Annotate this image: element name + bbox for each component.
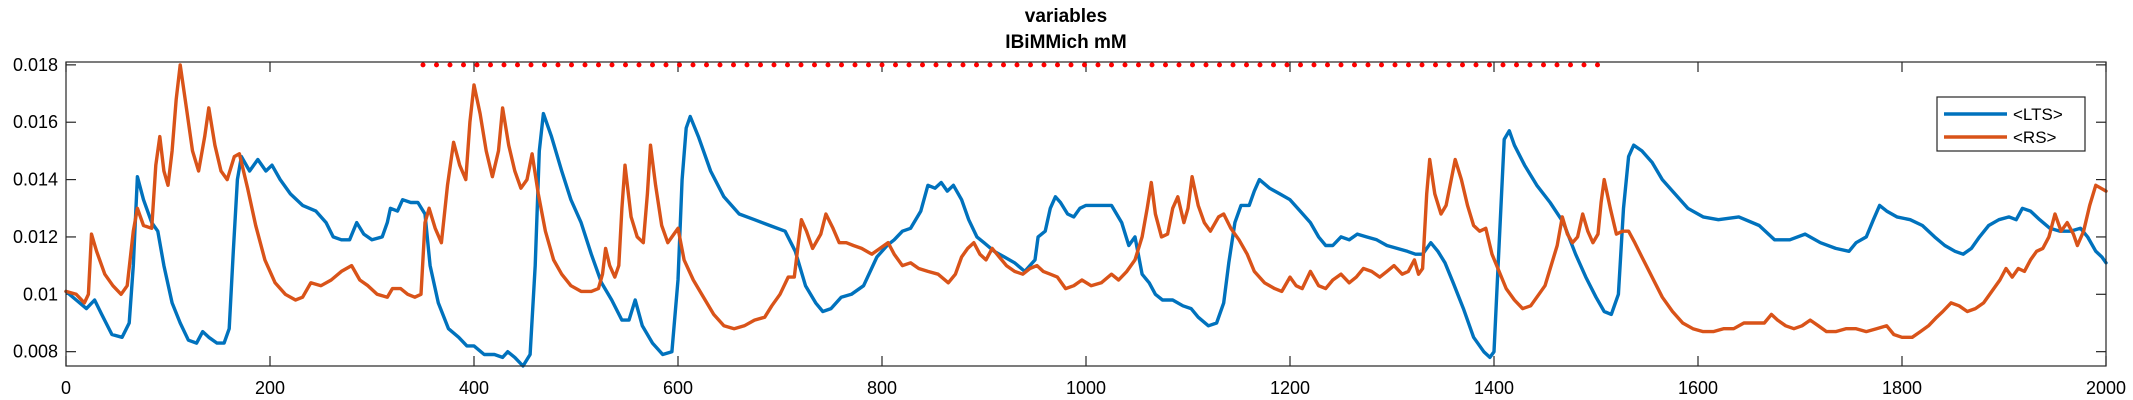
plot-area-frame [65,61,2107,367]
x-tick-label: 1000 [1066,378,1106,398]
x-tick-label: 400 [459,378,489,398]
y-tick-label: 0.012 [13,227,58,247]
x-tick-label: 800 [867,378,897,398]
x-tick-label: 2000 [2086,378,2126,398]
x-axis-ticks: 0 200 400 600 800 1000 1200 1400 1600 1800 2000 [61,62,2126,398]
y-tick-label: 0.014 [13,170,58,190]
y-tick-label: 0.01 [23,284,58,304]
series-line-lts [64,111,2108,368]
chart-subtitle: IBiMMich mM [1005,32,1126,53]
y-tick-label: 0.008 [13,342,58,362]
plot-series [64,62,2108,368]
legend-box [1936,96,2086,152]
y-tick-label: 0.018 [13,55,58,75]
chart-title: variables [1025,6,1107,27]
series-line-rs [64,63,2108,339]
x-tick-label: 200 [255,378,285,398]
y-tick-label: 0.016 [13,112,58,132]
x-tick-label: 1400 [1474,378,1514,398]
x-tick-label: 1200 [1270,378,1310,398]
axes-box [65,61,2107,367]
x-tick-label: 600 [663,378,693,398]
legend-label-lts: <LTS> [2013,105,2063,124]
x-tick-label: 1600 [1678,378,1718,398]
legend: <LTS> <RS> [1936,96,2086,152]
y-axis-ticks: 0.008 0.01 0.012 0.014 0.016 0.018 [13,55,2106,362]
x-tick-label: 1800 [1882,378,1922,398]
x-tick-label: 0 [61,378,71,398]
legend-label-rs: <RS> [2013,128,2057,147]
